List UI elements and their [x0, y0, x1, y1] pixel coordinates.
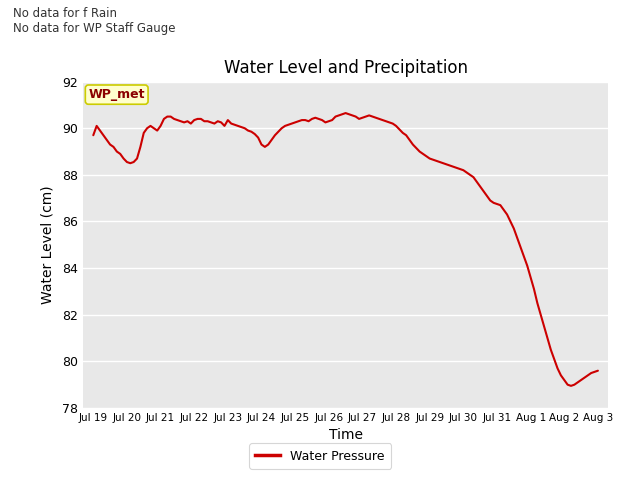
Text: No data for f Rain: No data for f Rain: [13, 7, 116, 20]
X-axis label: Time: Time: [328, 429, 363, 443]
Legend: Water Pressure: Water Pressure: [249, 444, 391, 469]
Text: No data for WP Staff Gauge: No data for WP Staff Gauge: [13, 22, 175, 35]
Y-axis label: Water Level (cm): Water Level (cm): [40, 185, 54, 304]
Text: WP_met: WP_met: [88, 88, 145, 101]
Title: Water Level and Precipitation: Water Level and Precipitation: [223, 59, 468, 77]
